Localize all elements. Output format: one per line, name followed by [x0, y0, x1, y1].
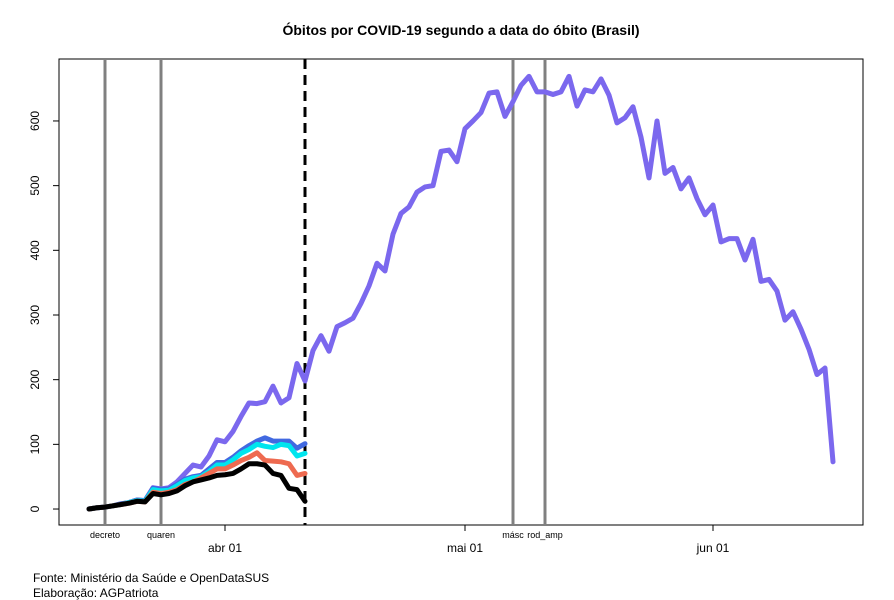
series-line [86, 73, 836, 512]
chart-title: Óbitos por COVID-19 segundo a data do ób… [282, 21, 639, 38]
footer-source: Fonte: Ministério da Saúde e OpenDataSUS [33, 571, 269, 585]
y-tick-label: 500 [28, 175, 42, 195]
event-label: másc [502, 530, 524, 540]
event-label: decreto [90, 530, 120, 540]
y-tick-label: 0 [28, 505, 42, 512]
event-label: quaren [147, 530, 175, 540]
y-tick-label: 100 [28, 434, 42, 454]
x-tick-label: abr 01 [208, 541, 242, 555]
event-label: rod_amp [527, 530, 563, 540]
series-line [86, 461, 308, 512]
y-tick-label: 400 [28, 240, 42, 260]
y-tick-label: 600 [28, 111, 42, 131]
plot-frame [58, 58, 864, 526]
y-tick-label: 300 [28, 305, 42, 325]
x-tick-label: mai 01 [447, 541, 483, 555]
x-tick-label: jun 01 [696, 541, 730, 555]
footer-author: Elaboração: AGPatriota [33, 586, 159, 600]
y-tick-label: 200 [28, 369, 42, 389]
series-line [86, 441, 308, 512]
